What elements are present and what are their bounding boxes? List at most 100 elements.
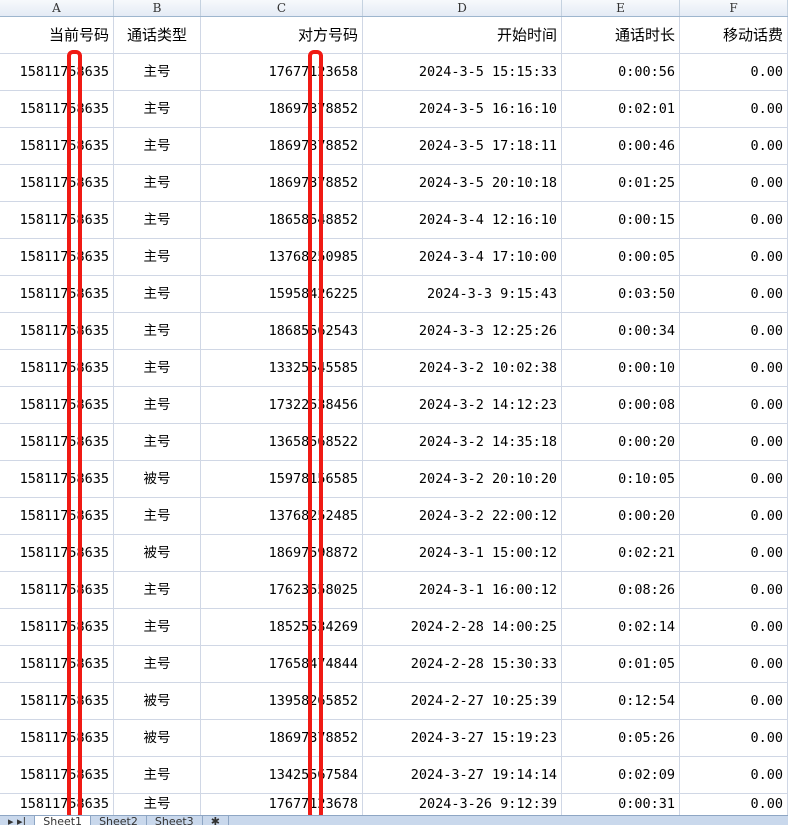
other-number-cell[interactable]: 18685562543 [201,313,363,349]
other-number-cell[interactable]: 13425567584 [201,757,363,793]
duration-cell[interactable]: 0:00:15 [562,202,680,238]
start-time-cell[interactable]: 2024-3-2 14:12:23 [363,387,562,423]
call-type-cell[interactable]: 主号 [114,165,201,201]
sheet-tab-1[interactable]: Sheet1 [35,816,92,825]
column-header-f[interactable]: F [680,0,788,16]
duration-cell[interactable]: 0:02:09 [562,757,680,793]
start-time-cell[interactable]: 2024-2-27 10:25:39 [363,683,562,719]
header-fee[interactable]: 移动话费 [680,17,788,53]
current-number-cell[interactable]: 15811758635 [0,128,114,164]
other-number-cell[interactable]: 18525534269 [201,609,363,645]
other-number-cell[interactable]: 17658474844 [201,646,363,682]
other-number-cell[interactable]: 13325545585 [201,350,363,386]
call-type-cell[interactable]: 被号 [114,683,201,719]
start-time-cell[interactable]: 2024-3-3 12:25:26 [363,313,562,349]
fee-cell[interactable]: 0.00 [680,646,788,682]
other-number-cell[interactable]: 17677123678 [201,794,363,815]
start-time-cell[interactable]: 2024-3-3 9:15:43 [363,276,562,312]
duration-cell[interactable]: 0:00:08 [562,387,680,423]
fee-cell[interactable]: 0.00 [680,572,788,608]
call-type-cell[interactable]: 主号 [114,572,201,608]
call-type-cell[interactable]: 主号 [114,350,201,386]
fee-cell[interactable]: 0.00 [680,54,788,90]
start-time-cell[interactable]: 2024-3-5 20:10:18 [363,165,562,201]
duration-cell[interactable]: 0:00:20 [562,498,680,534]
column-header-a[interactable]: A [0,0,114,16]
start-time-cell[interactable]: 2024-3-5 15:15:33 [363,54,562,90]
duration-cell[interactable]: 0:10:05 [562,461,680,497]
current-number-cell[interactable]: 15811758635 [0,202,114,238]
call-type-cell[interactable]: 主号 [114,609,201,645]
sheet-nav-arrows[interactable]: ▸ ▸| [0,816,36,825]
duration-cell[interactable]: 0:02:21 [562,535,680,571]
duration-cell[interactable]: 0:01:25 [562,165,680,201]
current-number-cell[interactable]: 15811758635 [0,572,114,608]
call-type-cell[interactable]: 主号 [114,202,201,238]
duration-cell[interactable]: 0:12:54 [562,683,680,719]
duration-cell[interactable]: 0:02:01 [562,91,680,127]
call-type-cell[interactable]: 主号 [114,757,201,793]
duration-cell[interactable]: 0:00:46 [562,128,680,164]
column-header-b[interactable]: B [114,0,201,16]
duration-cell[interactable]: 0:00:34 [562,313,680,349]
header-call-type[interactable]: 通话类型 [114,17,201,53]
call-type-cell[interactable]: 主号 [114,646,201,682]
other-number-cell[interactable]: 13658568522 [201,424,363,460]
start-time-cell[interactable]: 2024-3-2 14:35:18 [363,424,562,460]
fee-cell[interactable]: 0.00 [680,239,788,275]
current-number-cell[interactable]: 15811758635 [0,794,114,815]
other-number-cell[interactable]: 15978156585 [201,461,363,497]
header-duration[interactable]: 通话时长 [562,17,680,53]
current-number-cell[interactable]: 15811758635 [0,276,114,312]
fee-cell[interactable]: 0.00 [680,498,788,534]
fee-cell[interactable]: 0.00 [680,128,788,164]
other-number-cell[interactable]: 18697378852 [201,720,363,756]
call-type-cell[interactable]: 主号 [114,91,201,127]
fee-cell[interactable]: 0.00 [680,424,788,460]
other-number-cell[interactable]: 17677123658 [201,54,363,90]
current-number-cell[interactable]: 15811758635 [0,91,114,127]
other-number-cell[interactable]: 17623558025 [201,572,363,608]
other-number-cell[interactable]: 18697378852 [201,128,363,164]
duration-cell[interactable]: 0:00:05 [562,239,680,275]
current-number-cell[interactable]: 15811758635 [0,683,114,719]
current-number-cell[interactable]: 15811758635 [0,239,114,275]
fee-cell[interactable]: 0.00 [680,313,788,349]
duration-cell[interactable]: 0:01:05 [562,646,680,682]
fee-cell[interactable]: 0.00 [680,757,788,793]
start-time-cell[interactable]: 2024-3-26 9:12:39 [363,794,562,815]
other-number-cell[interactable]: 18697378852 [201,165,363,201]
header-current-number[interactable]: 当前号码 [0,17,114,53]
call-type-cell[interactable]: 主号 [114,54,201,90]
current-number-cell[interactable]: 15811758635 [0,646,114,682]
call-type-cell[interactable]: 主号 [114,313,201,349]
duration-cell[interactable]: 0:00:10 [562,350,680,386]
other-number-cell[interactable]: 18697378852 [201,91,363,127]
other-number-cell[interactable]: 17322538456 [201,387,363,423]
other-number-cell[interactable]: 18697598872 [201,535,363,571]
call-type-cell[interactable]: 主号 [114,387,201,423]
other-number-cell[interactable]: 13768252485 [201,498,363,534]
other-number-cell[interactable]: 13958265852 [201,683,363,719]
duration-cell[interactable]: 0:03:50 [562,276,680,312]
call-type-cell[interactable]: 主号 [114,498,201,534]
current-number-cell[interactable]: 15811758635 [0,165,114,201]
start-time-cell[interactable]: 2024-2-28 14:00:25 [363,609,562,645]
start-time-cell[interactable]: 2024-3-1 15:00:12 [363,535,562,571]
start-time-cell[interactable]: 2024-2-28 15:30:33 [363,646,562,682]
call-type-cell[interactable]: 主号 [114,276,201,312]
start-time-cell[interactable]: 2024-3-5 16:16:10 [363,91,562,127]
fee-cell[interactable]: 0.00 [680,535,788,571]
fee-cell[interactable]: 0.00 [680,387,788,423]
call-type-cell[interactable]: 被号 [114,461,201,497]
fee-cell[interactable]: 0.00 [680,461,788,497]
other-number-cell[interactable]: 15958426225 [201,276,363,312]
other-number-cell[interactable]: 18658548852 [201,202,363,238]
current-number-cell[interactable]: 15811758635 [0,757,114,793]
duration-cell[interactable]: 0:00:56 [562,54,680,90]
start-time-cell[interactable]: 2024-3-1 16:00:12 [363,572,562,608]
start-time-cell[interactable]: 2024-3-27 19:14:14 [363,757,562,793]
call-type-cell[interactable]: 主号 [114,239,201,275]
sheet-tab-2[interactable]: Sheet2 [91,816,147,825]
call-type-cell[interactable]: 主号 [114,424,201,460]
